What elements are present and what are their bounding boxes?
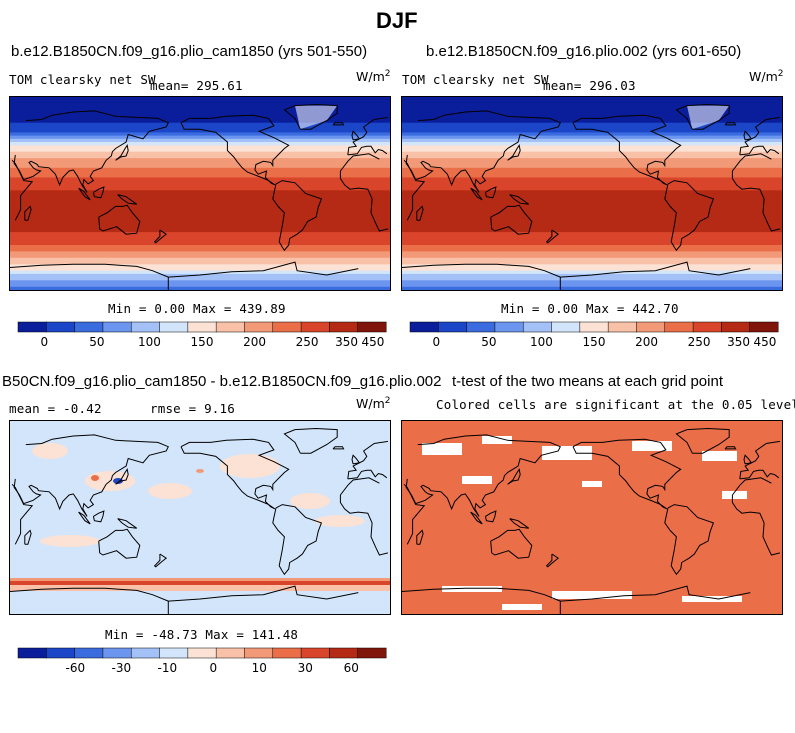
colorbar-tick-label: 350: [335, 335, 358, 349]
colorbar-swatch: [272, 647, 302, 659]
ttest-map: [402, 421, 782, 614]
colorbar-tick-label: -30: [111, 661, 131, 675]
colorbar-swatch: [409, 321, 439, 333]
colorbar-tick-label: 250: [296, 335, 319, 349]
colorbar-swatch: [466, 321, 496, 333]
rmse-label-bottom-left: rmse = 9.16: [150, 401, 235, 416]
colorbar-swatch: [46, 321, 76, 333]
colorbar-tick-label: 350: [727, 335, 750, 349]
colorbar-swatch: [438, 321, 468, 333]
colorbar-swatch: [329, 321, 359, 333]
colorbar-top-right: 0 50 100 150 200 250 350 450: [409, 321, 779, 352]
panel-title-top-left: b.e12.B1850CN.f09_g16.plio_cam1850 (yrs …: [11, 43, 368, 60]
colorbar-tick-label: 60: [344, 661, 359, 675]
variable-label-top-right: TOM clearsky net SW: [402, 72, 549, 87]
colorbar-swatch: [159, 321, 189, 333]
colorbar-swatch: [130, 321, 160, 333]
coastlines: [402, 103, 781, 290]
colorbar-bottom-left: -60 -30 -10 0 10 30 60: [17, 647, 387, 678]
colorbar-swatch: [102, 321, 132, 333]
colorbar-swatch: [74, 321, 104, 333]
map-panel-top-right: [401, 96, 783, 291]
colorbar-tick-label: 450: [753, 335, 776, 349]
coastlines: [10, 427, 389, 614]
colorbar-tick-label: 450: [361, 335, 384, 349]
map-panel-bottom-left: [9, 420, 391, 615]
colorbar-tick-label: 150: [583, 335, 606, 349]
colorbar-swatch: [522, 321, 552, 333]
colorbar-swatch: [215, 321, 245, 333]
colorbar-tick-label: 100: [530, 335, 553, 349]
colorbar-top-left: 0 50 100 150 200 250 350 450: [17, 321, 387, 352]
colorbar-swatch: [215, 647, 245, 659]
colorbar-swatch: [721, 321, 751, 333]
colorbar-swatch: [664, 321, 694, 333]
colorbar-swatch: [300, 321, 330, 333]
colorbar-swatch: [329, 647, 359, 659]
colorbar-swatch: [159, 647, 189, 659]
colorbar-tick-label: 0: [432, 335, 440, 349]
colorbar-tick-label: -10: [157, 661, 177, 675]
colorbar-tick-label: 150: [191, 335, 214, 349]
coastlines: [402, 427, 781, 614]
colorbar-swatch: [46, 647, 76, 659]
mean-label-top-left: mean= 295.61: [150, 78, 243, 93]
variable-label-top-left: TOM clearsky net SW: [9, 72, 156, 87]
colorbar-swatch: [636, 321, 666, 333]
colorbar-tick-label: 30: [298, 661, 313, 675]
colorbar-swatch: [74, 647, 104, 659]
colorbar-swatch: [187, 647, 217, 659]
colorbar-swatch: [607, 321, 637, 333]
colorbar-swatch: [692, 321, 722, 333]
colorbar-tick-label: 250: [688, 335, 711, 349]
colorbar-swatch: [102, 647, 132, 659]
difference-map: [10, 421, 390, 614]
panel-title-bottom-right: t-test of the two means at each grid poi…: [452, 373, 723, 390]
colorbar-swatch: [17, 647, 47, 659]
minmax-label-bottom-left: Min = -48.73 Max = 141.48: [105, 627, 299, 642]
colorbar-swatch: [244, 321, 274, 333]
colorbar-tick-label: 50: [89, 335, 104, 349]
minmax-label-top-right: Min = 0.00 Max = 442.70: [501, 301, 679, 316]
sw-map-top-right: [402, 97, 782, 290]
colorbar-swatch: [244, 647, 274, 659]
colorbar-swatch: [551, 321, 581, 333]
mean-label-bottom-left: mean = -0.42: [9, 401, 102, 416]
sw-map-top-left: [10, 97, 390, 290]
colorbar-swatch: [272, 321, 302, 333]
colorbar-swatch: [749, 321, 779, 333]
units-label-bottom-left: W/m2: [356, 396, 391, 412]
colorbar-swatch: [300, 647, 330, 659]
colorbar-tick-label: 10: [252, 661, 267, 675]
figure-title: DJF: [376, 8, 418, 33]
panel-title-top-right: b.e12.B1850CN.f09_g16.plio.002 (yrs 601-…: [426, 43, 742, 60]
units-label-top-left: W/m2: [356, 69, 391, 85]
colorbar-swatch: [130, 647, 160, 659]
colorbar-swatch: [187, 321, 217, 333]
colorbar-tick-label: 200: [243, 335, 266, 349]
colorbar-tick-label: -60: [65, 661, 85, 675]
colorbar-swatch: [357, 321, 387, 333]
colorbar-swatch: [357, 647, 387, 659]
units-label-top-right: W/m2: [749, 69, 784, 85]
colorbar-swatch: [579, 321, 609, 333]
colorbar-tick-label: 0: [209, 661, 217, 675]
map-panel-bottom-right: [401, 420, 783, 615]
minmax-label-top-left: Min = 0.00 Max = 439.89: [108, 301, 286, 316]
mean-label-top-right: mean= 296.03: [543, 78, 636, 93]
colorbar-tick-label: 200: [635, 335, 658, 349]
coastlines: [10, 103, 389, 290]
map-panel-top-left: [9, 96, 391, 291]
colorbar-tick-label: 100: [138, 335, 161, 349]
colorbar-tick-label: 50: [481, 335, 496, 349]
subtitle-bottom-right: Colored cells are significant at the 0.0…: [436, 397, 795, 412]
panel-title-bottom-left: B50CN.f09_g16.plio_cam1850 - b.e12.B1850…: [2, 373, 442, 390]
colorbar-tick-label: 0: [40, 335, 48, 349]
colorbar-swatch: [494, 321, 524, 333]
colorbar-swatch: [17, 321, 47, 333]
